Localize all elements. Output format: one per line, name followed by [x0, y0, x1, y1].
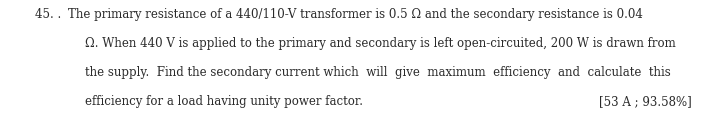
Text: The primary resistance of a 440/110-V transformer is 0.5 Ω and the secondary res: The primary resistance of a 440/110-V tr…: [68, 8, 644, 21]
Text: efficiency for a load having unity power factor.: efficiency for a load having unity power…: [85, 94, 363, 107]
Text: the supply.  Find the secondary current which  will  give  maximum  efficiency  : the supply. Find the secondary current w…: [85, 66, 671, 78]
Text: Ω. When 440 V is applied to the primary and secondary is left open-circuited, 20: Ω. When 440 V is applied to the primary …: [85, 37, 676, 50]
Text: 45. .: 45. .: [35, 8, 61, 21]
Text: [53 A ; 93.58%]: [53 A ; 93.58%]: [599, 94, 692, 107]
